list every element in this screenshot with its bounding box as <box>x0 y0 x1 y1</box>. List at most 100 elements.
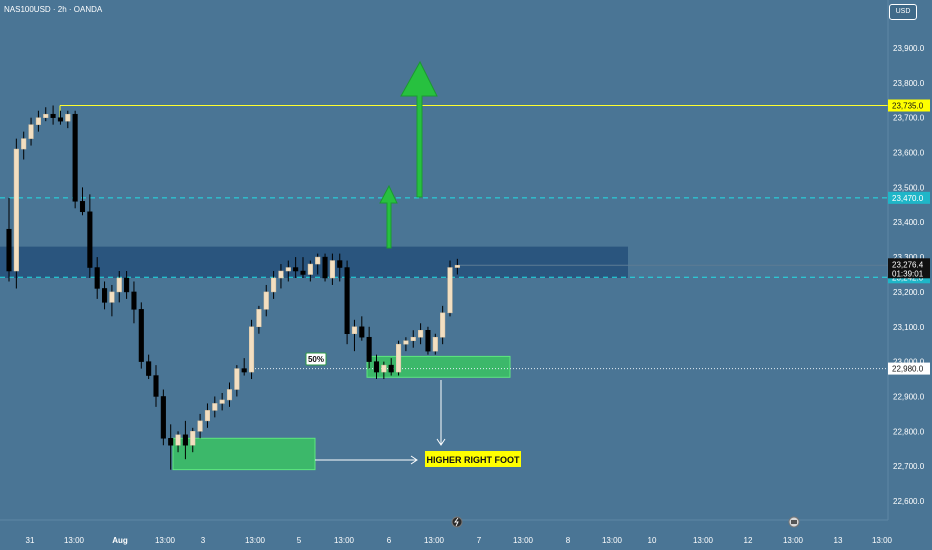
candle-bear <box>87 211 93 268</box>
candle-bull <box>190 431 196 446</box>
candle-bear <box>102 288 108 303</box>
candle-bear <box>293 267 299 272</box>
current-price-label-bg <box>888 258 930 279</box>
candle-bear <box>344 267 350 334</box>
time-tick-label: 13:00 <box>424 536 445 545</box>
price-tick-label: 23,100.0 <box>893 323 925 332</box>
time-tick-label: 13:00 <box>693 536 714 545</box>
candle-bull <box>175 434 181 446</box>
candle-bear <box>124 277 130 293</box>
candlestick-series <box>6 105 460 470</box>
candle-bear <box>160 396 166 439</box>
candle-bull <box>351 326 357 334</box>
candle-bull <box>249 326 255 373</box>
price-tick-label: 23,300.0 <box>893 253 925 262</box>
candle-bear <box>72 113 78 202</box>
candle-bull <box>35 117 41 125</box>
candle-bear <box>138 309 144 362</box>
time-tick-label: 7 <box>477 536 482 545</box>
candle-bull <box>396 343 402 373</box>
candle-bull <box>65 113 71 122</box>
candle-bear <box>168 438 174 446</box>
time-tick-label: 12 <box>744 536 753 545</box>
candle-bull <box>432 336 438 352</box>
time-tick-label: 3 <box>201 536 206 545</box>
candle-bull <box>315 256 321 265</box>
higher-right-foot-box <box>425 451 521 467</box>
time-tick-label: 13:00 <box>334 536 355 545</box>
candle-bear <box>94 267 100 289</box>
candle-bull <box>278 270 284 279</box>
time-tick-label: 13:00 <box>245 536 266 545</box>
candle-bear <box>337 260 343 268</box>
calendar-icon <box>791 520 797 524</box>
candle-bull <box>212 403 218 411</box>
time-tick-label: 13:00 <box>872 536 893 545</box>
candle-bull <box>116 277 122 293</box>
time-tick-label: 8 <box>566 536 571 545</box>
small-up-arrow <box>379 184 398 249</box>
candle-bear <box>241 368 247 373</box>
price-tick-label: 22,700.0 <box>893 462 925 471</box>
time-tick-label: 13:00 <box>602 536 623 545</box>
candle-bull <box>410 336 416 341</box>
fifty-percent-box <box>305 352 327 366</box>
candle-bull <box>418 330 424 338</box>
candle-bull <box>28 124 34 139</box>
candle-bull <box>43 113 49 118</box>
price-tick-label: 23,700.0 <box>893 114 925 123</box>
time-tick-label: 13:00 <box>513 536 534 545</box>
candle-bull <box>454 265 460 268</box>
candle-bear <box>50 113 56 118</box>
candle-bull <box>21 138 27 150</box>
resistance-price-label: 23,735.0 <box>892 101 924 110</box>
candle-bull <box>197 420 203 432</box>
price-tick-label: 23,800.0 <box>893 79 925 88</box>
currency-button[interactable]: USD <box>889 4 917 20</box>
target-price-label-bg <box>888 191 930 204</box>
candle-bear <box>366 336 372 362</box>
connector-arrowhead-right <box>410 455 418 465</box>
candle-bull <box>219 399 225 404</box>
candle-bull <box>447 267 453 314</box>
price-tick-label: 23,600.0 <box>893 149 925 158</box>
time-tick-label: 6 <box>387 536 392 545</box>
candle-bull <box>256 309 262 328</box>
candle-bear <box>300 270 306 275</box>
large-up-arrow <box>400 60 438 198</box>
candle-bull <box>109 291 115 303</box>
demand-box-right <box>366 355 511 378</box>
candle-bear <box>359 326 365 338</box>
resistance-zone <box>0 246 628 278</box>
price-tick-label: 23,500.0 <box>893 183 925 192</box>
candle-bull <box>403 340 409 345</box>
candle-bull <box>285 267 291 272</box>
connector-arrowhead-down <box>436 438 446 446</box>
candle-bull <box>13 148 19 272</box>
fifty-percent-label: 50% <box>308 355 324 364</box>
candle-bull <box>263 291 269 310</box>
candle-bear <box>153 375 159 397</box>
price-tick-label: 22,800.0 <box>893 427 925 436</box>
candle-bull <box>271 277 277 293</box>
current-price-label: 23,276.4 <box>892 260 924 269</box>
time-tick-label: 31 <box>26 536 35 545</box>
fifty-price-label-bg <box>888 362 930 375</box>
candle-bear <box>79 201 86 213</box>
countdown-label: 01:39:01 <box>892 269 924 278</box>
candle-bear <box>388 364 394 373</box>
price-tick-label: 23,400.0 <box>893 218 925 227</box>
time-tick-label: 13:00 <box>783 536 804 545</box>
price-tick-label: 23,900.0 <box>893 44 925 53</box>
candle-bull <box>440 312 446 338</box>
price-tick-label: 22,900.0 <box>893 392 925 401</box>
candle-bull <box>307 263 313 275</box>
higher-right-foot-label: HIGHER RIGHT FOOT <box>427 455 520 465</box>
time-tick-label: 13:00 <box>155 536 176 545</box>
fifty-price-label: 22,980.0 <box>892 365 924 374</box>
candle-bull <box>204 410 210 422</box>
candle-bear <box>182 434 188 446</box>
candle-bear <box>6 228 12 272</box>
candle-bear <box>57 117 64 122</box>
